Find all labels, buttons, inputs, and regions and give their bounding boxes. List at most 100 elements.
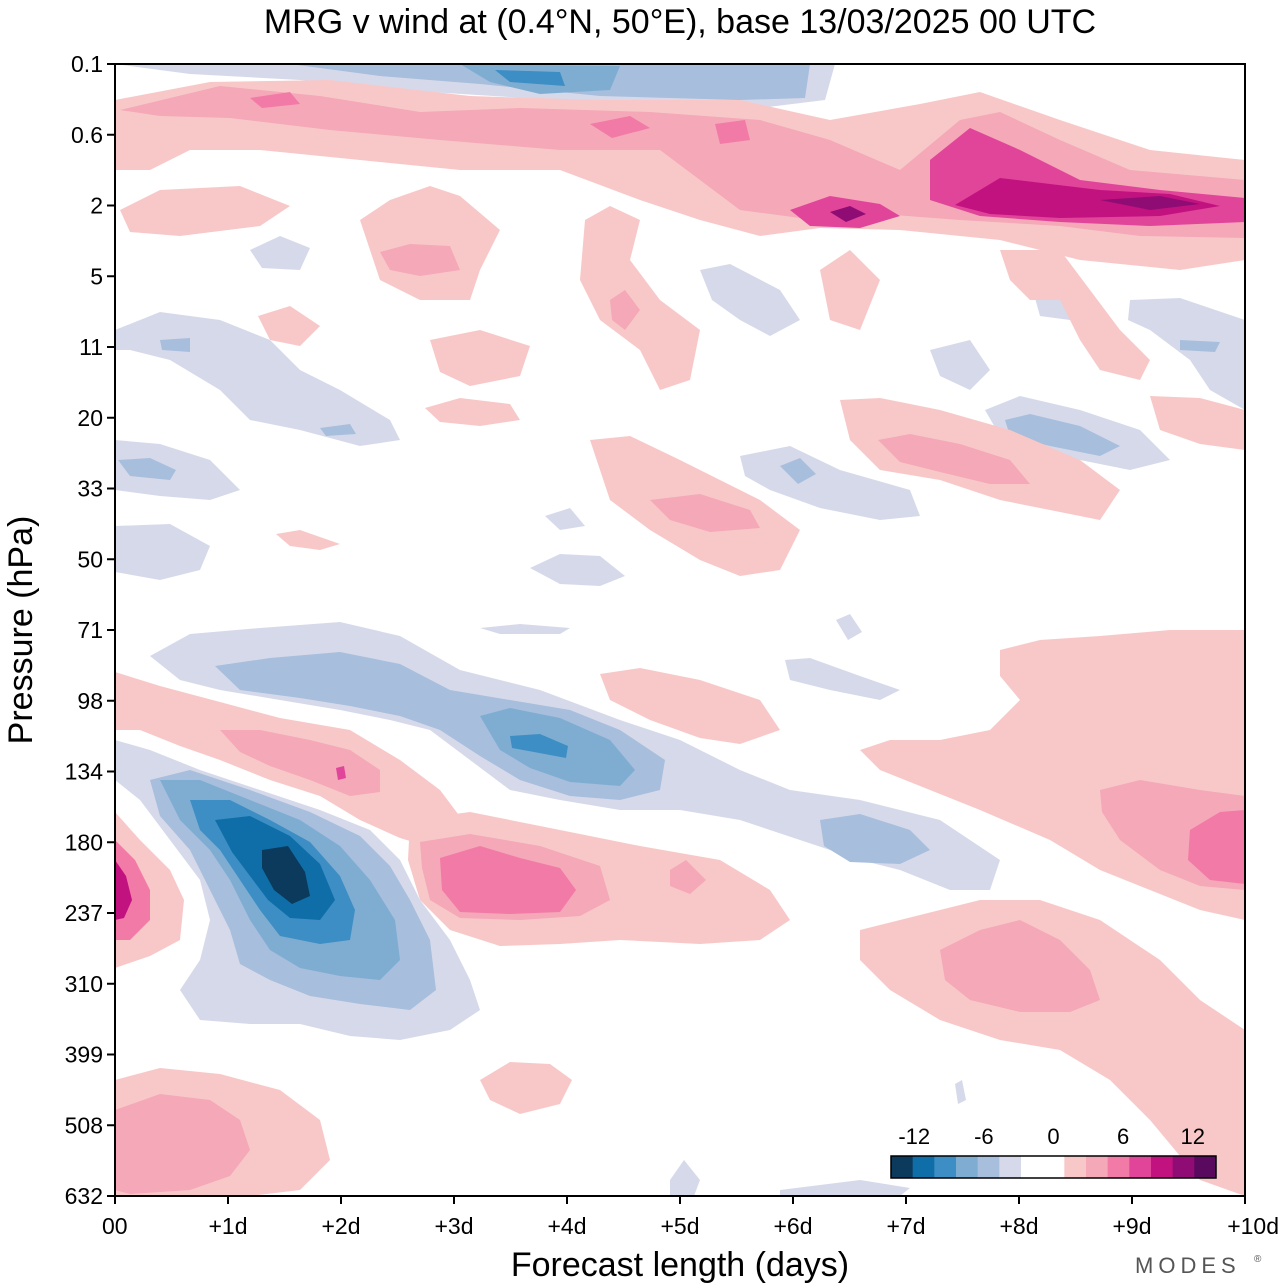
contour-pos4-right2 [878,434,1030,484]
x-tick-label: +5d [660,1213,699,1239]
contour-neg2-mid7 [480,624,570,634]
contour-pos4-small-band2 [670,860,706,894]
contour-neg2-mid5 [530,554,625,586]
x-tick-label: 00 [102,1213,128,1239]
contour-pos2-right-edge1 [1150,396,1245,450]
y-tick-label: 180 [65,829,103,855]
colorbar-label: 6 [1117,1124,1129,1149]
contour-neg2-mid1 [250,236,310,270]
colorbar-swatch [1064,1156,1087,1178]
contour-neg2-bottom3 [955,1080,966,1104]
x-tick-label: +8d [999,1213,1038,1239]
y-tick-label: 5 [90,263,103,289]
colorbar-swatch [1129,1156,1152,1178]
contour-pos2-small2 [430,330,530,386]
contour-neg10-band [510,734,568,758]
brand-logo-text: MODES [1135,1253,1241,1278]
contour-pos8-band1 [336,766,346,780]
y-tick-label: 310 [65,971,103,997]
contour-neg4-band-right [820,814,930,864]
y-tick-label: 2 [90,193,103,219]
colorbar-swatch [999,1156,1022,1178]
contour-pos4-mid2 [650,494,760,532]
contour-pos10-left-low [115,860,132,920]
colorbar-swatch [956,1156,979,1178]
x-tick-label: +3d [434,1213,473,1239]
contour-neg2-left3 [115,524,210,580]
colorbar-label: -6 [974,1124,994,1149]
contour-pos6-strip2 [590,116,650,138]
y-tick-label: 33 [77,476,103,502]
chart-title: MRG v wind at (0.4°N, 50°E), base 13/03/… [264,3,1096,41]
contour-pos12-upper [1100,196,1200,210]
contour-neg2-small-71 [836,614,862,640]
colorbar-swatch [977,1156,1000,1178]
colorbar-swatch [1194,1156,1217,1178]
x-tick-label: +2d [321,1213,360,1239]
contour-pos2-small3 [425,398,520,426]
colorbar-swatch [891,1156,914,1178]
y-tick-label: 508 [65,1112,103,1138]
contour-neg2-left2 [115,440,240,500]
contour-pos4-mid [610,290,640,330]
colorbar-swatch [1042,1156,1065,1178]
y-tick-label: 11 [79,334,103,360]
contour-field [115,64,1245,1196]
brand-registered-mark: ® [1254,1254,1262,1265]
contour-neg4-left2 [118,458,176,480]
contour-pos2-small4 [820,250,880,330]
colorbar-label: 12 [1181,1124,1205,1149]
colorbar-swatch [912,1156,935,1178]
contour-pos12-upper-mid [830,206,866,222]
contour-neg12-low [262,846,310,904]
contour-pos2-bottom-mid [480,1062,572,1114]
contour-neg6-right3 [1005,414,1120,456]
contour-neg2-bottom1 [670,1160,700,1196]
y-tick-label: 134 [65,759,104,785]
contour-pos2-mid3 [276,530,340,550]
y-tick-label: 0.6 [71,122,103,148]
colorbar-label: -12 [898,1124,930,1149]
contour-neg2-band-right2 [785,658,900,700]
contour-neg2-bottom2 [780,1180,910,1196]
colorbar-swatch [1021,1156,1044,1178]
y-tick-label: 0.1 [71,51,103,77]
y-tick-label: 50 [77,546,103,572]
x-tick-label: +4d [547,1213,586,1239]
contour-neg2-right2 [930,340,990,390]
contour-neg4-left-band2 [320,424,356,436]
colorbar-swatch [1086,1156,1109,1178]
contour-neg4-right1 [1180,340,1220,352]
y-tick-label: 98 [77,688,103,714]
contour-pos4-bottom-left [115,1094,250,1194]
colorbar-frame [890,1155,1217,1179]
contour-pos4-center [380,244,460,276]
colorbar-label: 0 [1047,1124,1059,1149]
contour-neg2-left-band [115,312,400,446]
x-axis: 00 +1d +2d +3d +4d +5d +6d +7d +8d +9d +10d [102,1196,1279,1239]
contour-neg4-left-band [160,338,190,352]
colorbar-swatch [1172,1156,1195,1178]
contour-neg2-mid2 [700,264,800,336]
colorbar-swatch [1107,1156,1130,1178]
contour-pos2-right-band [600,668,780,744]
colorbar-swatch [1151,1156,1174,1178]
contour-pos2-center [360,186,500,300]
y-tick-label: 20 [77,405,103,431]
contour-pos2-right-mid [1000,250,1150,380]
y-tick-label: 632 [65,1183,103,1209]
colorbar-swatch [934,1156,957,1178]
x-tick-label: +6d [773,1213,812,1239]
contour-neg10-top [495,70,565,86]
y-axis-title: Pressure (hPa) [2,516,40,745]
contour-pos2-small1 [258,306,320,346]
y-tick-label: 399 [65,1042,103,1068]
contour-neg2-right1 [1128,298,1245,410]
contour-pos6-right-long [1188,810,1245,884]
contour-neg2-mid6 [545,508,585,530]
x-tick-label: +9d [1112,1213,1151,1239]
y-axis: 0.1 0.6 2 5 11 20 33 50 71 98 134 180 237 310 399 508 63… [65,51,115,1209]
contour-pos2-upper-left [120,186,290,236]
y-tick-label: 237 [65,900,103,926]
